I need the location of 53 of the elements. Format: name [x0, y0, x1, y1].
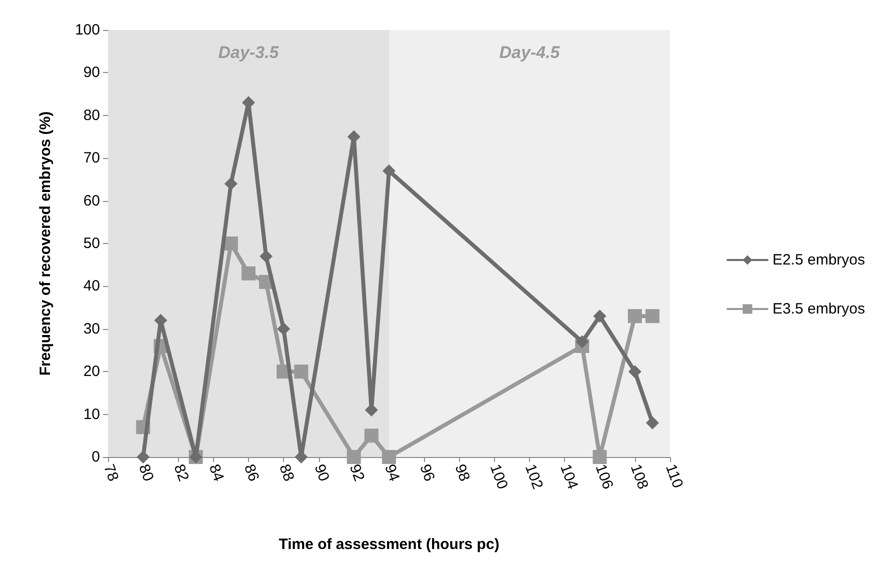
x-tick-label: 108 [626, 462, 652, 492]
point [593, 310, 606, 323]
x-tick-label: 96 [416, 462, 438, 484]
point [382, 164, 396, 178]
point [224, 236, 238, 250]
x-tick-label: 110 [662, 462, 686, 490]
x-tick-label: 88 [276, 462, 298, 484]
x-tick-label: 98 [451, 462, 473, 484]
legend-label: E3.5 embryos [772, 300, 866, 318]
point [628, 309, 642, 324]
y-tick-label: 10 [83, 406, 100, 423]
x-tick-label: 92 [346, 462, 368, 484]
y-tick-label: 80 [83, 106, 100, 124]
y-tick-label: 0 [92, 448, 100, 466]
point [382, 450, 396, 464]
point [364, 428, 378, 443]
x-tick-label: 80 [135, 462, 157, 484]
x-tick-label: 82 [170, 462, 192, 484]
legend-label: E2.5 embryos [772, 252, 866, 268]
x-tick-label: 102 [522, 462, 546, 492]
point [646, 416, 659, 430]
x-tick-label: 100 [486, 462, 511, 492]
y-tick-label: 20 [83, 363, 100, 380]
point [224, 177, 238, 190]
y-axis-title: Frequency of recovered embryos (%) [37, 111, 54, 376]
point [242, 266, 256, 280]
y-tick-label: 40 [83, 278, 100, 295]
point [277, 322, 290, 336]
band-label: Day-4.5 [499, 43, 560, 62]
point [576, 335, 589, 348]
y-tick-label: 100 [74, 22, 100, 38]
x-tick-label: 84 [205, 462, 228, 484]
point [628, 365, 642, 378]
y-tick-label: 90 [83, 64, 100, 82]
band-label: Day-3.5 [218, 43, 280, 62]
y-tick-label: 50 [83, 235, 100, 252]
point [645, 309, 660, 324]
point [346, 450, 361, 464]
x-tick-label: 94 [381, 462, 403, 484]
x-tick-label: 86 [240, 462, 262, 484]
x-axis-title: Time of assessment (hours pc) [278, 536, 500, 553]
x-tick-label: 104 [556, 462, 582, 492]
x-tick-label: 78 [100, 462, 122, 484]
point [294, 364, 308, 379]
y-tick-label: 30 [83, 320, 100, 338]
x-tick-label: 106 [592, 462, 616, 492]
point [364, 404, 378, 417]
point [136, 450, 150, 464]
point [592, 450, 607, 464]
y-tick-label: 60 [83, 192, 100, 210]
x-tick-label: 90 [310, 462, 332, 484]
point [260, 250, 273, 263]
y-tick-label: 70 [83, 150, 100, 167]
